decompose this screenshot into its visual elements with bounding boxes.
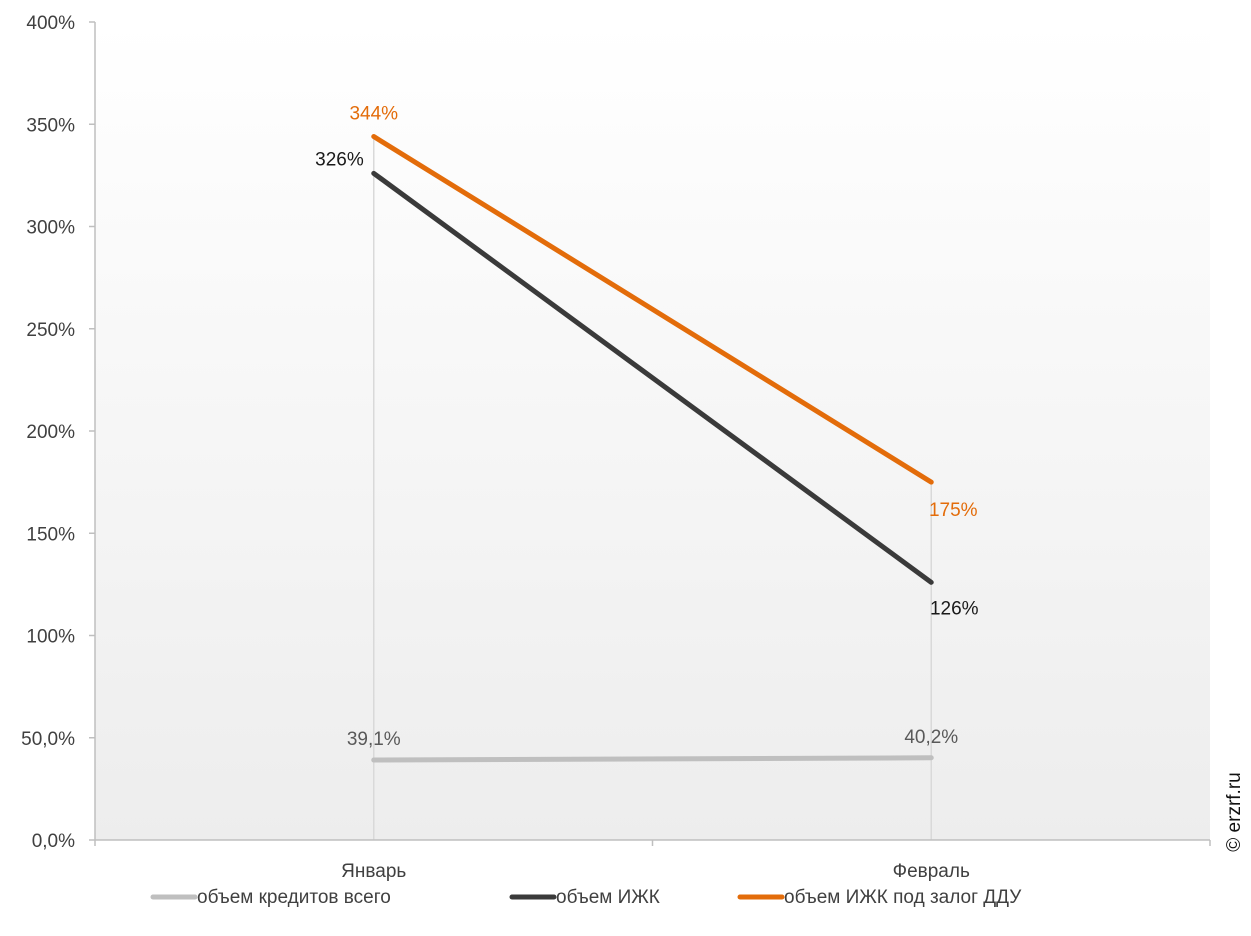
legend-label: объем ИЖК под залог ДДУ [784,887,1022,908]
y-tick-label: 150% [26,524,75,545]
y-tick-label: 300% [26,218,75,239]
legend: объем кредитов всего объем ИЖК объем ИЖК п… [150,887,1022,908]
legend-label: объем кредитов всего [197,887,391,908]
plot-area [95,22,1210,840]
y-tick-label: 400% [26,13,75,34]
legend-label: объем ИЖК [556,887,660,908]
data-label: 326% [315,149,364,170]
data-label: 344% [349,104,398,125]
series-line [371,755,934,763]
y-axis-ticks: 0,0% 50,0% 100% 150% 200% 250% 300% 350% 400% [21,13,95,852]
y-tick-label: 0,0% [32,831,75,852]
y-tick-label: 200% [26,422,75,443]
data-label: 40,2% [904,727,958,748]
data-label: 39,1% [347,729,401,750]
series-line [371,134,934,485]
y-tick-label: 50,0% [21,729,75,750]
data-label: 175% [929,500,978,521]
watermark: © erzrf.ru [1224,772,1245,851]
series-lines [371,134,934,763]
x-axis-ticks: Январь Февраль [94,840,1211,882]
series-line [371,170,934,585]
drop-lines [373,136,932,840]
y-tick-label: 250% [26,320,75,341]
data-labels: 39,1% 40,2% 326% 126% 344% 175% [315,104,979,751]
y-tick-label: 100% [26,627,75,648]
data-label: 126% [930,598,979,619]
y-tick-label: 350% [26,115,75,136]
x-tick-label: Февраль [893,861,970,882]
x-tick-label: Январь [341,861,406,882]
